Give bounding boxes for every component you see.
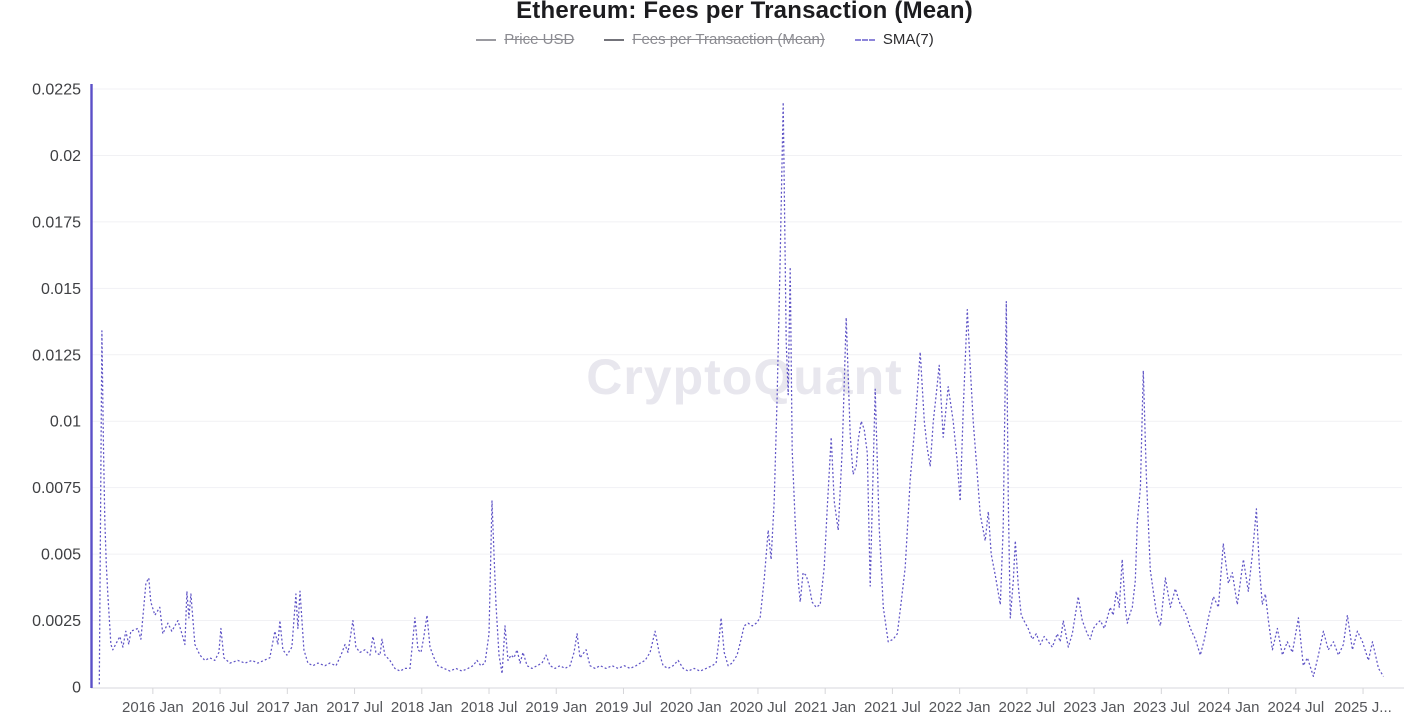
x-tick-label: 2025 J... — [1334, 699, 1392, 716]
y-tick-label: 0.0175 — [32, 214, 81, 231]
x-tick-label: 2021 Jul — [864, 699, 921, 716]
x-tick-label: 2017 Jan — [256, 699, 318, 716]
y-tick-label: 0 — [72, 680, 81, 697]
legend-label-price-usd: Price USD — [504, 31, 575, 48]
legend-marker-price-usd — [476, 38, 497, 41]
x-tick-label: 2024 Jan — [1198, 699, 1260, 716]
legend: Price USD Fees per Transaction (Mean) SM… — [0, 31, 1410, 48]
x-tick-label: 2020 Jul — [730, 699, 787, 716]
y-tick-label: 0.0225 — [32, 82, 81, 99]
x-tick-label: 2018 Jul — [461, 699, 518, 716]
y-tick-label: 0.01 — [50, 414, 81, 431]
legend-item-price-usd[interactable]: Price USD — [476, 31, 574, 48]
legend-marker-fees-per-transaction — [604, 38, 625, 41]
x-tick-label: 2023 Jul — [1133, 699, 1190, 716]
x-tick-label: 2016 Jan — [122, 699, 184, 716]
legend-marker-sma7 — [854, 38, 875, 41]
chart-title: Ethereum: Fees per Transaction (Mean) — [516, 0, 973, 24]
legend-item-sma7[interactable]: SMA(7) — [854, 31, 934, 48]
y-tick-label: 0.02 — [50, 148, 81, 165]
x-tick-label: 2019 Jan — [525, 699, 587, 716]
legend-label-fees-per-transaction: Fees per Transaction (Mean) — [632, 31, 825, 48]
y-tick-label: 0.0075 — [32, 480, 81, 497]
x-tick-label: 2022 Jul — [999, 699, 1056, 716]
series-line-sma7 — [98, 101, 1385, 685]
y-tick-label: 0.015 — [41, 281, 81, 298]
legend-item-fees-per-transaction[interactable]: Fees per Transaction (Mean) — [604, 31, 825, 48]
x-tick-label: 2021 Jan — [794, 699, 856, 716]
x-tick-label: 2023 Jan — [1063, 699, 1125, 716]
x-tick-label: 2019 Jul — [595, 699, 652, 716]
x-tick-label: 2020 Jan — [660, 699, 722, 716]
y-tick-label: 0.0025 — [32, 613, 81, 630]
y-tick-label: 0.005 — [41, 547, 81, 564]
x-tick-label: 2018 Jan — [391, 699, 453, 716]
y-tick-label: 0.0125 — [32, 347, 81, 364]
x-tick-label: 2024 Jul — [1267, 699, 1324, 716]
x-tick-label: 2022 Jan — [929, 699, 991, 716]
legend-label-sma7: SMA(7) — [882, 31, 934, 48]
x-tick-label: 2016 Jul — [192, 699, 249, 716]
x-tick-label: 2017 Jul — [326, 699, 383, 716]
